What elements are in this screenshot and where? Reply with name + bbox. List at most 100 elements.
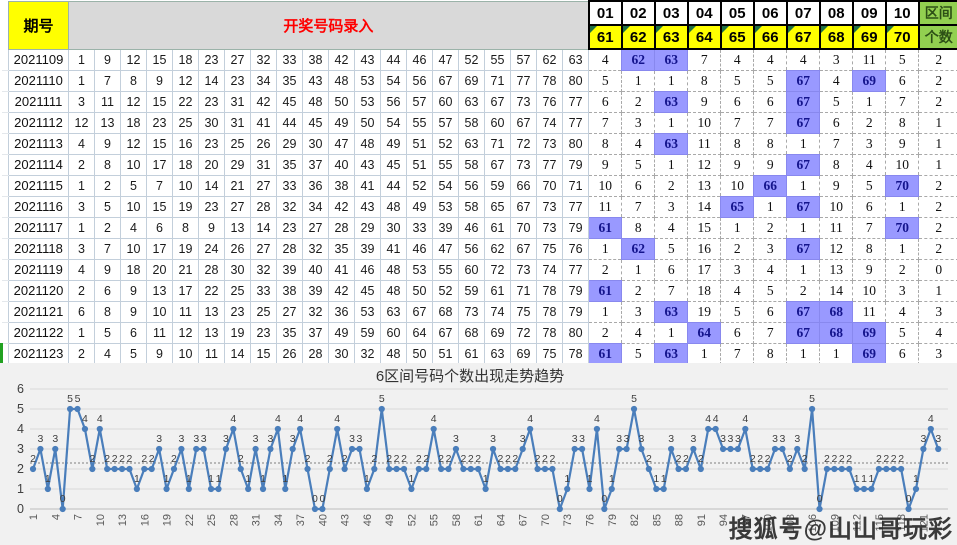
number-cell[interactable]: 50 <box>354 111 381 134</box>
zone-miss-cell[interactable]: 7 <box>720 342 755 365</box>
number-cell[interactable]: 1 <box>68 69 95 92</box>
number-cell[interactable]: 33 <box>276 48 303 71</box>
number-cell[interactable]: 36 <box>328 300 355 323</box>
number-cell[interactable]: 56 <box>458 174 485 197</box>
number-cell[interactable]: 1 <box>68 48 95 71</box>
zone-miss-cell[interactable]: 5 <box>885 48 920 71</box>
number-cell[interactable]: 27 <box>302 216 329 239</box>
number-cell[interactable]: 77 <box>561 111 590 134</box>
number-cell[interactable]: 23 <box>224 69 251 92</box>
number-cell[interactable]: 79 <box>561 279 590 302</box>
number-cell[interactable]: 2 <box>68 279 95 302</box>
zone-miss-cell[interactable]: 8 <box>753 342 788 365</box>
number-cell[interactable]: 35 <box>328 237 355 260</box>
number-cell[interactable]: 55 <box>406 111 433 134</box>
number-cell[interactable]: 37 <box>302 321 329 344</box>
number-cell[interactable]: 78 <box>536 300 563 323</box>
number-cell[interactable]: 27 <box>250 237 277 260</box>
number-cell[interactable]: 67 <box>484 90 511 113</box>
range-header-66[interactable]: 66 <box>752 24 788 50</box>
number-cell[interactable]: 24 <box>198 237 225 260</box>
number-cell[interactable]: 53 <box>354 69 381 92</box>
number-cell[interactable]: 49 <box>406 195 433 218</box>
number-cell[interactable]: 75 <box>510 300 537 323</box>
period-cell[interactable]: 2021116 <box>8 195 69 218</box>
number-cell[interactable]: 27 <box>224 48 251 71</box>
number-cell[interactable]: 53 <box>406 258 433 281</box>
count-header[interactable]: 个数 <box>917 24 957 50</box>
number-cell[interactable]: 73 <box>536 132 563 155</box>
number-cell[interactable]: 69 <box>510 342 537 365</box>
zone-miss-cell[interactable]: 6 <box>654 258 689 281</box>
number-cell[interactable]: 17 <box>146 153 173 176</box>
zone-header-06[interactable]: 06 <box>752 0 788 26</box>
number-cell[interactable]: 38 <box>276 279 303 302</box>
number-cell[interactable]: 12 <box>68 111 95 134</box>
number-cell[interactable]: 69 <box>484 321 511 344</box>
number-cell[interactable]: 15 <box>250 342 277 365</box>
number-cell[interactable]: 2 <box>94 216 121 239</box>
number-cell[interactable]: 46 <box>406 48 433 71</box>
number-cell[interactable]: 57 <box>432 111 459 134</box>
zone-miss-cell[interactable]: 5 <box>621 342 656 365</box>
number-cell[interactable]: 3 <box>68 195 95 218</box>
zone-hit-cell[interactable]: 66 <box>753 174 788 197</box>
range-header-65[interactable]: 65 <box>719 24 755 50</box>
zone-miss-cell[interactable]: 19 <box>687 300 722 323</box>
number-cell[interactable]: 68 <box>458 321 485 344</box>
number-cell[interactable]: 55 <box>432 153 459 176</box>
zone-miss-cell[interactable]: 4 <box>720 279 755 302</box>
number-cell[interactable]: 14 <box>198 174 225 197</box>
period-cell[interactable]: 2021114 <box>8 153 69 176</box>
number-cell[interactable]: 25 <box>224 279 251 302</box>
number-cell[interactable]: 47 <box>432 48 459 71</box>
number-cell[interactable]: 26 <box>250 132 277 155</box>
number-cell[interactable]: 35 <box>276 69 303 92</box>
zone-miss-cell[interactable]: 8 <box>720 132 755 155</box>
zone-miss-cell[interactable]: 9 <box>885 132 920 155</box>
number-cell[interactable]: 22 <box>172 90 199 113</box>
number-cell[interactable]: 80 <box>561 321 590 344</box>
zone-hit-cell[interactable]: 69 <box>852 342 887 365</box>
zone-hit-cell[interactable]: 61 <box>588 216 623 239</box>
count-cell[interactable]: 0 <box>918 258 957 281</box>
number-cell[interactable]: 30 <box>198 111 225 134</box>
zone-hit-cell[interactable]: 67 <box>786 300 821 323</box>
number-cell[interactable]: 14 <box>224 342 251 365</box>
number-cell[interactable]: 40 <box>302 258 329 281</box>
zone-miss-cell[interactable]: 3 <box>753 237 788 260</box>
zone-miss-cell[interactable]: 10 <box>720 174 755 197</box>
number-cell[interactable]: 35 <box>276 321 303 344</box>
number-cell[interactable]: 70 <box>510 216 537 239</box>
number-cell[interactable]: 37 <box>302 153 329 176</box>
number-cell[interactable]: 78 <box>561 342 590 365</box>
zone-hit-cell[interactable]: 67 <box>786 111 821 134</box>
zone-hit-cell[interactable]: 70 <box>885 174 920 197</box>
number-cell[interactable]: 3 <box>68 90 95 113</box>
number-cell[interactable]: 12 <box>120 90 147 113</box>
zone-hit-cell[interactable]: 63 <box>654 300 689 323</box>
number-cell[interactable]: 8 <box>94 153 121 176</box>
number-cell[interactable]: 7 <box>146 174 173 197</box>
number-cell[interactable]: 15 <box>146 195 173 218</box>
number-cell[interactable]: 4 <box>94 342 121 365</box>
number-cell[interactable]: 56 <box>380 90 407 113</box>
zone-hit-cell[interactable]: 65 <box>720 195 755 218</box>
period-cell[interactable]: 2021109 <box>8 48 69 71</box>
number-cell[interactable]: 78 <box>536 69 563 92</box>
zone-header-09[interactable]: 09 <box>851 0 887 26</box>
zone-miss-cell[interactable]: 3 <box>621 111 656 134</box>
number-cell[interactable]: 43 <box>354 195 381 218</box>
period-cell[interactable]: 2021111 <box>8 90 69 113</box>
number-cell[interactable]: 17 <box>146 237 173 260</box>
number-cell[interactable]: 49 <box>380 132 407 155</box>
number-cell[interactable]: 62 <box>536 48 563 71</box>
zone-miss-cell[interactable]: 3 <box>852 132 887 155</box>
number-cell[interactable]: 39 <box>432 216 459 239</box>
number-cell[interactable]: 18 <box>172 48 199 71</box>
zone-miss-cell[interactable]: 10 <box>852 279 887 302</box>
zone-miss-cell[interactable]: 1 <box>786 174 821 197</box>
number-cell[interactable]: 2 <box>68 342 95 365</box>
zone-miss-cell[interactable]: 1 <box>654 69 689 92</box>
number-cell[interactable]: 67 <box>510 111 537 134</box>
